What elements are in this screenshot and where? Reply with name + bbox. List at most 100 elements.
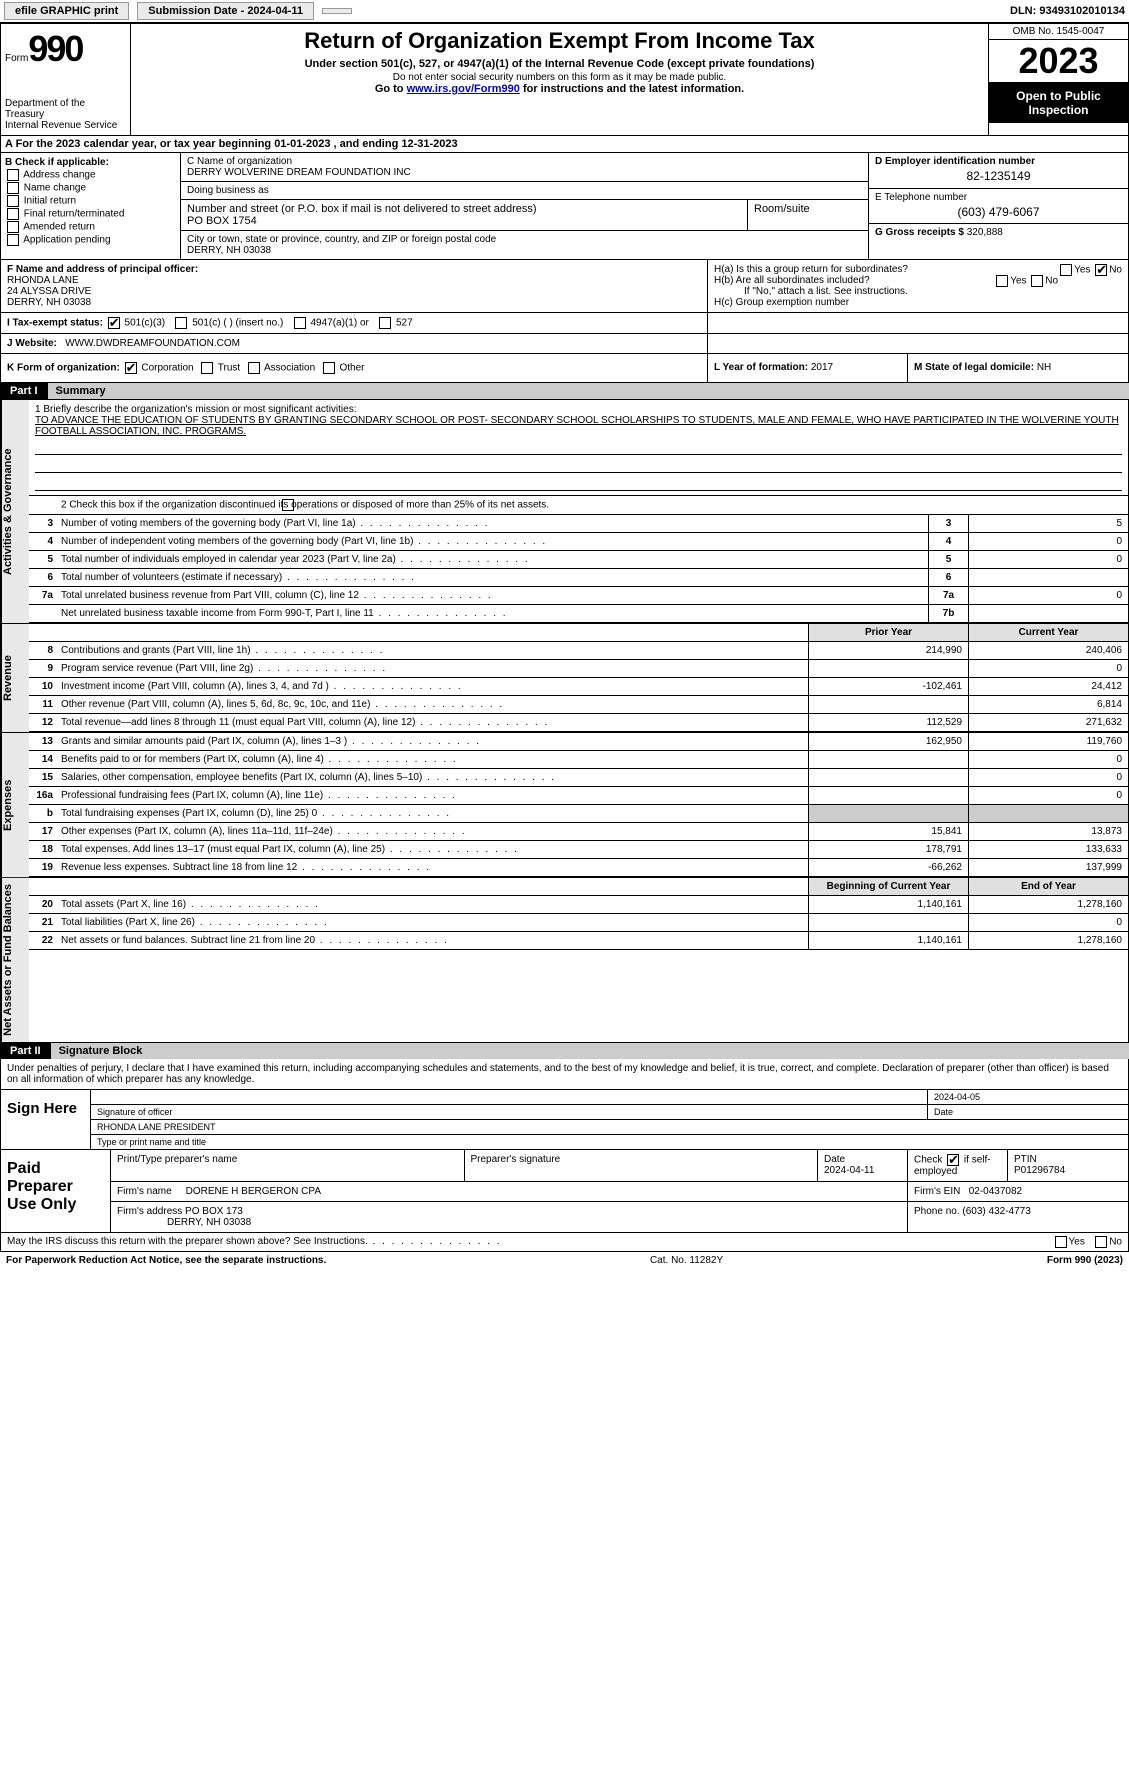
address-row: Number and street (or P.O. box if mail i… [181, 200, 868, 231]
address-value: PO BOX 1754 [187, 215, 741, 227]
form-ssn-note: Do not enter social security numbers on … [139, 72, 980, 83]
discuss-no[interactable] [1095, 1236, 1107, 1248]
gov-line: 6 Total number of volunteers (estimate i… [29, 569, 1128, 587]
end-year-hdr: End of Year [968, 878, 1128, 895]
col-d-ein: D Employer identification number 82-1235… [868, 153, 1128, 259]
chk-discontinued[interactable] [282, 499, 294, 511]
ein-cell: D Employer identification number 82-1235… [869, 153, 1128, 189]
submission-button[interactable]: Submission Date - 2024-04-11 [137, 2, 314, 20]
pra-notice: For Paperwork Reduction Act Notice, see … [6, 1255, 326, 1266]
data-line: 8 Contributions and grants (Part VIII, l… [29, 642, 1128, 660]
efile-button[interactable]: efile GRAPHIC print [4, 2, 129, 20]
data-line: 17 Other expenses (Part IX, column (A), … [29, 823, 1128, 841]
form-link-line: Go to www.irs.gov/Form990 for instructio… [139, 83, 980, 95]
chk-501c3[interactable] [108, 317, 120, 329]
hb-row: H(b) Are all subordinates included? Yes … [714, 275, 1122, 286]
row-i-label: I Tax-exempt status: [7, 318, 103, 329]
section-bcd: B Check if applicable: Address change Na… [0, 153, 1129, 260]
chk-trust[interactable] [201, 362, 213, 374]
sign-here-block: Sign Here 2024-04-05 Signature of office… [0, 1090, 1129, 1150]
form-footer: Form 990 (2023) [1047, 1255, 1123, 1266]
summary-gov: Activities & Governance 1 Briefly descri… [0, 399, 1129, 624]
data-line: 16a Professional fundraising fees (Part … [29, 787, 1128, 805]
hb-no[interactable] [1031, 275, 1043, 287]
data-line: 12 Total revenue—add lines 8 through 11 … [29, 714, 1128, 732]
chk-corporation[interactable] [125, 362, 137, 374]
gov-line: 4 Number of independent voting members o… [29, 533, 1128, 551]
org-name-label: C Name of organization [187, 156, 862, 167]
chk-association[interactable] [248, 362, 260, 374]
officer-addr2: DERRY, NH 03038 [7, 297, 701, 308]
data-line: 15 Salaries, other compensation, employe… [29, 769, 1128, 787]
summary-net: Net Assets or Fund Balances Beginning of… [0, 878, 1129, 1043]
form-subtitle: Under section 501(c), 527, or 4947(a)(1)… [139, 58, 980, 70]
paid-preparer-block: Paid Preparer Use Only Print/Type prepar… [0, 1150, 1129, 1233]
website-label: J Website: [7, 338, 57, 349]
chk-4947[interactable] [294, 317, 306, 329]
link-suffix: for instructions and the latest informat… [520, 83, 744, 95]
principal-officer: F Name and address of principal officer:… [1, 260, 708, 312]
chk-initial-return[interactable]: Initial return [5, 195, 176, 207]
sig-row-1: 2024-04-05 [91, 1090, 1128, 1105]
hb-yes[interactable] [996, 275, 1008, 287]
line-2: 2 Check this box if the organization dis… [29, 496, 1128, 515]
gov-line: 5 Total number of individuals employed i… [29, 551, 1128, 569]
chk-self-employed[interactable] [947, 1154, 959, 1166]
address-cell: Number and street (or P.O. box if mail i… [181, 200, 748, 230]
part2-num: Part II [0, 1043, 51, 1059]
dba-cell: Doing business as [181, 182, 868, 200]
part1-header: Part I Summary [0, 383, 1129, 399]
chk-527[interactable] [379, 317, 391, 329]
ha-yes[interactable] [1060, 264, 1072, 276]
chk-other[interactable] [323, 362, 335, 374]
paid-preparer-label: Paid Preparer Use Only [1, 1150, 111, 1232]
header-left: Form990 Department of the Treasury Inter… [1, 24, 131, 135]
prep-row-3: Firm's address PO BOX 173 DERRY, NH 0303… [111, 1202, 1128, 1232]
gross-value: 320,888 [967, 227, 1003, 238]
prep-row-2: Firm's name DORENE H BERGERON CPA Firm's… [111, 1182, 1128, 1202]
cat-number: Cat. No. 11282Y [650, 1255, 723, 1266]
blank-button[interactable] [322, 8, 352, 14]
form-number: 990 [28, 28, 82, 69]
date-label: Date [928, 1105, 1128, 1119]
hc-exemption [708, 313, 1128, 333]
ha-no[interactable] [1095, 264, 1107, 276]
chk-name-change[interactable]: Name change [5, 182, 176, 194]
blank-line [35, 441, 1122, 455]
open-inspection: Open to Public Inspection [989, 83, 1128, 123]
part2-title: Signature Block [51, 1043, 1129, 1059]
prep-sig-label: Preparer's signature [465, 1150, 819, 1181]
chk-amended[interactable]: Amended return [5, 221, 176, 233]
gross-label: G Gross receipts $ [875, 227, 964, 238]
header-right: OMB No. 1545-0047 2023 Open to Public In… [988, 24, 1128, 135]
data-line: 22 Net assets or fund balances. Subtract… [29, 932, 1128, 950]
ha-label: H(a) Is this a group return for subordin… [714, 264, 908, 275]
current-year-hdr: Current Year [968, 624, 1128, 641]
chk-address-change[interactable]: Address change [5, 169, 176, 181]
sig-type-label: Type or print name and title [91, 1135, 1128, 1149]
self-employed: Check if self-employed [908, 1150, 1008, 1181]
chk-final-return[interactable]: Final return/terminated [5, 208, 176, 220]
net-col-headers: Beginning of Current Year End of Year [29, 878, 1128, 896]
prep-date: Date2024-04-11 [818, 1150, 908, 1181]
tax-year: 2023 [989, 40, 1128, 83]
link-prefix: Go to [375, 83, 407, 95]
chk-app-pending[interactable]: Application pending [5, 234, 176, 246]
chk-501c[interactable] [175, 317, 187, 329]
prep-name-label: Print/Type preparer's name [111, 1150, 465, 1181]
hb-label: H(b) Are all subordinates included? [714, 275, 870, 286]
sign-here-label: Sign Here [1, 1090, 91, 1149]
blank-line [35, 477, 1122, 491]
sig-row-4: Type or print name and title [91, 1135, 1128, 1149]
q2-text: 2 Check this box if the organization dis… [61, 500, 549, 511]
gross-cell: G Gross receipts $ 320,888 [869, 224, 1128, 259]
ein-label: D Employer identification number [875, 156, 1122, 167]
part2-header: Part II Signature Block [0, 1043, 1129, 1059]
dept-label: Department of the Treasury Internal Reve… [5, 98, 126, 131]
discuss-yes[interactable] [1055, 1236, 1067, 1248]
irs-link[interactable]: www.irs.gov/Form990 [407, 83, 520, 95]
part1-num: Part I [0, 383, 48, 399]
city-label: City or town, state or province, country… [187, 234, 862, 245]
hb-note: If "No," attach a list. See instructions… [714, 286, 1122, 297]
city-value: DERRY, NH 03038 [187, 245, 862, 256]
